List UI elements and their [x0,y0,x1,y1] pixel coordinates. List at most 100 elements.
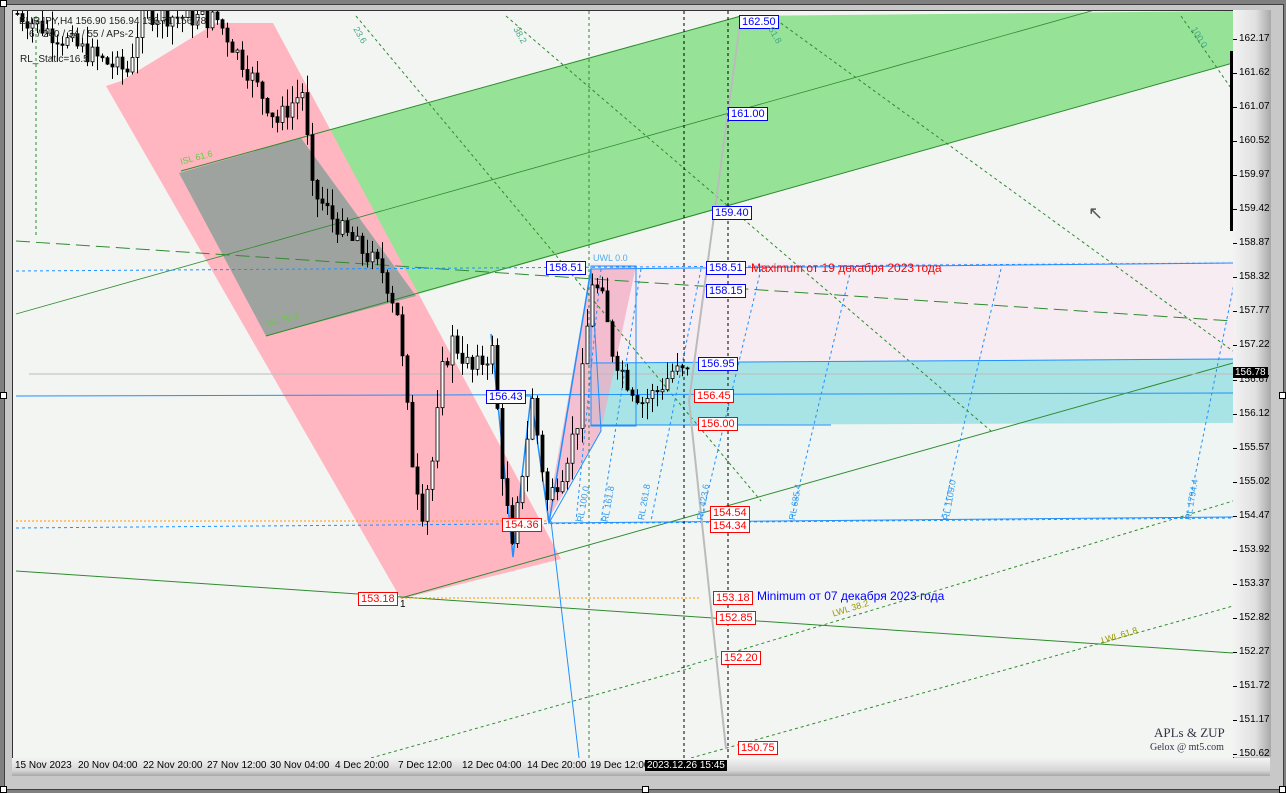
price-label: 161.00 [728,107,768,121]
candle-body [260,81,265,99]
level-154-36 [15,517,1233,529]
candle-body [65,37,70,46]
candle-body [255,72,260,83]
candle-body [555,487,560,493]
candle-body [55,42,60,45]
candle-body [370,251,375,263]
price-tick: 161.62 [1233,67,1270,79]
time-axis[interactable]: 15 Nov 2023 20 Nov 04:00 22 Nov 20:00 27 No… [12,758,1270,776]
candle-body [300,92,305,99]
price-label: 156.43 [486,390,526,404]
candle-body [425,488,430,522]
candle-body [655,390,660,393]
candle-body [650,390,655,399]
candle-body [250,72,255,81]
time-tick: 20 Nov 04:00 [78,760,138,771]
lwl-38-line [370,667,692,758]
fib-fan-line [770,15,1233,352]
window-resize-handle[interactable] [0,0,7,7]
green-channel-zone [181,11,1233,296]
candle-body [210,11,215,29]
candle-body [660,389,665,393]
candle-body [680,365,685,369]
candle-body [480,355,485,365]
time-tick: 7 Dec 12:00 [398,760,452,771]
price-tick: 150.62 [1233,748,1270,760]
price-label: 156.45 [694,389,734,403]
candle-body [450,335,455,366]
candle-body [70,33,75,39]
candle-body [150,11,155,25]
channel-line [180,15,742,172]
candle-body [540,434,545,473]
current-price-marker: 156.78 [1233,367,1268,378]
price-label: 156.00 [698,417,738,431]
price-label: 154.36 [502,518,542,532]
candle-body [100,55,105,59]
candle-body [20,13,25,23]
price-tick: 156.12 [1233,407,1270,419]
candle-body [85,43,90,63]
candle-body [110,63,115,68]
candle-body [60,43,65,46]
time-tick: 4 Dec 20:00 [335,760,389,771]
candle-body [200,11,205,15]
candle-body [355,235,360,241]
price-label: 154.54 [710,506,750,520]
candle-body [465,356,470,364]
price-chart[interactable]: EURJPY,H4 156.90 156.94 156.71 156.78 6 … [12,10,1234,759]
candle-body [360,235,365,254]
rl-lines [575,268,1233,522]
candle-body [345,220,350,233]
candle-body [330,205,335,220]
candle-body [520,475,525,504]
candle-body [235,49,240,53]
price-tick: 161.07 [1233,101,1270,113]
candle-body [35,20,40,25]
candle-body [460,352,465,364]
price-axis[interactable]: 162.17 161.62 161.07 160.52 159.97 159.42 158.… [1233,10,1271,760]
level-158-51 [590,262,1233,270]
time-tick: 19 Dec 12:00 [590,760,650,771]
candle-body [475,355,480,370]
price-label: 153.18 [358,592,398,606]
price-tick: 160.52 [1233,135,1270,147]
channel-median-line [15,11,1093,315]
time-tick: 14 Dec 20:00 [527,760,587,771]
maximum-level-line [15,262,1233,272]
candle-body [625,369,630,391]
candle-body [395,302,400,316]
window-resize-handle[interactable] [1279,392,1286,399]
candle-body [415,466,420,495]
candle-body [350,231,355,241]
forecast-line [687,15,742,750]
candle-body [560,481,565,493]
candle-body [75,33,80,47]
price-tick: 151.17 [1233,714,1270,725]
price-label: 154.34 [710,519,750,533]
channel-line [265,62,1233,337]
candle-body [320,198,325,204]
candle-body [180,16,185,19]
volume-bar [1230,51,1233,231]
candle-body [435,407,440,462]
price-label: 159.40 [712,206,752,220]
time-tick: 27 Nov 12:00 [207,760,267,771]
candle-body [485,363,490,366]
candle-body [595,284,600,289]
candle-body [445,361,450,366]
candle-body [185,11,190,18]
mouse-cursor-icon: ↖ [1088,203,1104,223]
candle-body [40,20,45,34]
candle-body [545,471,550,501]
candle-body [280,105,285,123]
lwl-38-line [680,500,1233,669]
price-tick: 158.87 [1233,237,1270,249]
price-label: 162.50 [739,15,779,29]
grey-overlap-zone [179,138,416,336]
pattern-box [590,265,637,427]
window-resize-handle[interactable] [0,392,7,399]
candle-body [80,43,85,47]
candle-body [470,356,475,370]
candle-body [685,367,690,370]
